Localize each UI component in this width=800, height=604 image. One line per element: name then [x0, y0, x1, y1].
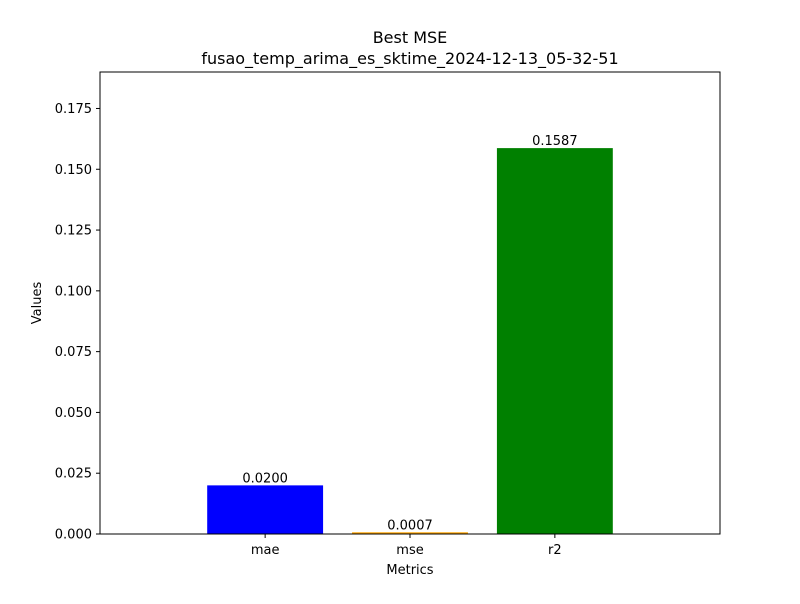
x-axis-label: Metrics [386, 563, 433, 578]
bar-value-labels: 0.0200 0.0007 0.1587 [242, 134, 577, 533]
bar-value-label: 0.1587 [532, 134, 578, 149]
y-tick-label: 0.175 [55, 102, 92, 117]
bar-value-label: 0.0200 [242, 471, 288, 486]
x-axis-ticks: mae mse r2 [251, 534, 562, 558]
y-tick-label: 0.075 [55, 345, 92, 360]
y-axis-label: Values [30, 282, 45, 325]
x-tick-label: mse [396, 543, 423, 558]
y-tick-label: 0.100 [55, 284, 92, 299]
bars [207, 148, 613, 535]
y-tick-label: 0.000 [55, 528, 92, 543]
y-axis-ticks: 0.000 0.025 0.050 0.075 0.100 0.125 0.150 0.175 [55, 102, 100, 543]
x-tick-label: mae [251, 543, 280, 558]
bar-r2 [496, 148, 613, 535]
chart-subtitle: fusao_temp_arima_es_sktime_2024-12-13_05… [201, 49, 618, 69]
bar-value-label: 0.0007 [387, 518, 433, 533]
x-tick-label: r2 [548, 543, 562, 558]
bar-mae [207, 485, 324, 534]
bar-mse [352, 532, 468, 534]
y-tick-label: 0.150 [55, 163, 92, 178]
y-tick-label: 0.125 [55, 224, 92, 239]
chart-title: Best MSE [373, 28, 448, 47]
plot-area-frame [99, 71, 721, 535]
y-tick-label: 0.025 [55, 467, 92, 482]
y-tick-label: 0.050 [55, 406, 92, 421]
